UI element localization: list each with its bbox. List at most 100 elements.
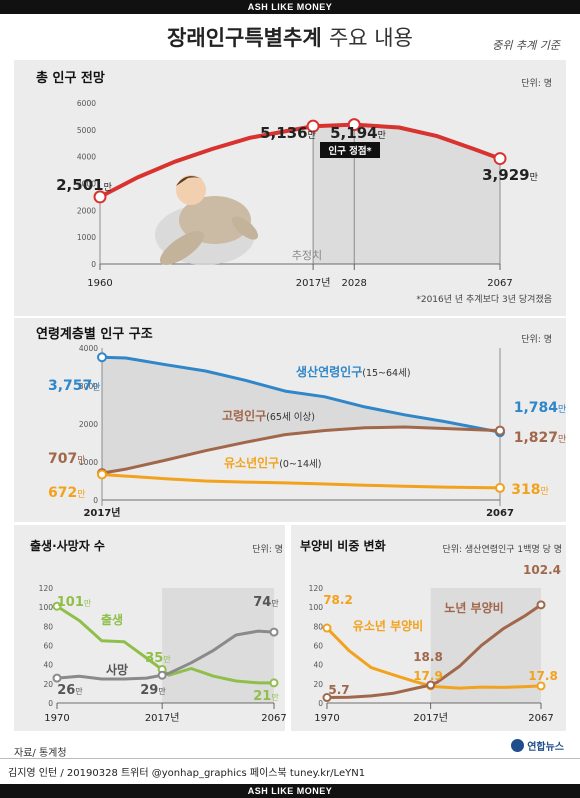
total-point-1960: [93, 190, 107, 204]
total-ytick-2000: 2000: [77, 206, 96, 215]
births-point-birth-0: [52, 601, 62, 611]
dep-point-youth-2: [536, 681, 546, 691]
total-xtick-2028: 2028: [341, 278, 366, 289]
dep-ytick-60: 60: [313, 642, 323, 651]
births-title: 출생·사망자 수: [30, 538, 105, 553]
births-start-label-death: 26만: [57, 683, 83, 698]
age-end-youth: [495, 482, 505, 493]
age-line-elderly: [100, 425, 502, 475]
peak-label: 인구 정점*: [328, 145, 371, 157]
baby-hair: [176, 176, 204, 186]
baby-head: [176, 175, 206, 205]
dep-end-label-elderly: 102.4: [523, 563, 561, 577]
births-xtick-2017: 2017년: [145, 712, 180, 724]
births-unit: 단위: 명: [252, 544, 283, 555]
age-xtick-2017: 2017년: [83, 506, 120, 519]
age-start-label-elderly: 707만: [48, 451, 86, 467]
age-ytick-2000: 2000: [79, 420, 98, 429]
source: 자료/ 통계청: [14, 748, 67, 759]
births-point-death-2: [269, 627, 279, 637]
dep-mid-label-elderly: 18.8: [413, 650, 443, 664]
dep-point-elderly-0: [322, 693, 332, 703]
logo-icon: [511, 739, 525, 752]
age-name-elderly: 고령인구(65세 이상): [222, 408, 315, 423]
logo: 연합뉴스: [511, 738, 564, 753]
total-ytick-4000: 4000: [77, 153, 96, 162]
dep-point-youth-0: [322, 623, 332, 633]
births-name-birth: 출생: [101, 612, 123, 627]
title: 장래인구특별추계 주요 내용: [0, 22, 580, 52]
total-xtick-1960: 1960: [87, 278, 112, 289]
dep-ytick-0: 0: [318, 699, 323, 708]
dep-projection-area: [430, 588, 541, 703]
title-main: 장래인구특별추계: [167, 26, 322, 50]
dep-ytick-20: 20: [313, 680, 323, 689]
dep-point-elderly-2: [536, 600, 546, 610]
total-unit: 단위: 명: [521, 78, 552, 89]
logo-text: 연합뉴스: [527, 742, 564, 753]
total-ytick-5000: 5000: [77, 126, 96, 135]
births-start-label-birth: 101만: [57, 595, 92, 610]
footer-divider: [0, 758, 580, 759]
births-point-death-0: [52, 673, 62, 683]
age-end-label-working: 1,784만: [514, 400, 567, 416]
total-point-2028: [347, 118, 361, 132]
bottom-watermark: ASH LIKE MONEY: [0, 784, 580, 798]
births-point-birth-2: [269, 678, 279, 688]
age-unit: 단위: 명: [521, 334, 552, 345]
births-ytick-120: 120: [39, 584, 54, 593]
dep-name-elderly: 노년 부양비: [444, 600, 503, 615]
dep-start-label-elderly: 5.7: [328, 683, 349, 697]
age-xtick-2067: 2067: [486, 508, 514, 519]
title-sub: 주요 내용: [328, 26, 413, 50]
basis-note: 중위 추계 기준: [492, 39, 560, 52]
total-title: 총 인구 전망: [36, 70, 105, 86]
baby-legs: [159, 230, 205, 266]
births-mid-label-death: 29만: [140, 683, 166, 698]
dep-xtick-2067: 2067: [528, 713, 553, 724]
age-end-label-elderly: 1,827만: [514, 430, 567, 446]
total-ytick-1000: 1000: [77, 233, 96, 242]
projection-label: 추정치: [292, 249, 322, 262]
age-start-youth: [97, 469, 107, 480]
total-projection-area: [313, 124, 500, 264]
age-ytick-1000: 1000: [79, 458, 98, 467]
births-ytick-20: 20: [43, 680, 53, 689]
total-label-2017: 5,136만: [260, 124, 316, 142]
births-ytick-60: 60: [43, 642, 53, 651]
age-name-working: 생산연령인구(15~64세): [296, 364, 411, 379]
dep-xtick-2017: 2017년: [413, 712, 448, 724]
total-point-2067: [493, 152, 507, 166]
total-xtick-2017: 2017년: [296, 277, 331, 289]
births-name-death: 사망: [106, 662, 128, 677]
dep-end-label-youth: 17.8: [528, 669, 558, 683]
baby-arm: [231, 216, 259, 240]
age-ytick-3000: 3000: [79, 382, 98, 391]
total-point-2017: [306, 119, 320, 133]
total-label-1960: 2,501만: [56, 176, 112, 194]
dep-xtick-1970: 1970: [314, 713, 339, 724]
dep-unit: 단위: 생산연령인구 1백명 당 명: [442, 543, 562, 555]
age-end-elderly: [495, 425, 505, 436]
dep-ytick-120: 120: [309, 584, 324, 593]
peak-box: [320, 142, 380, 158]
dep-ytick-80: 80: [313, 622, 323, 631]
births-mid-label-birth: 35만: [145, 651, 171, 666]
births-ytick-0: 0: [48, 699, 53, 708]
top-watermark: ASH LIKE MONEY: [0, 0, 580, 14]
baby-illustration: [155, 175, 259, 266]
age-start-working: [97, 352, 107, 363]
births-point-death-1: [157, 670, 167, 680]
dep-mid-label-youth: 17.9: [413, 669, 443, 683]
credit: 김지영 인턴 / 20190328 트위터 @yonhap_graphics 페…: [8, 768, 366, 779]
births-xtick-1970: 1970: [44, 713, 69, 724]
total-label-2028: 5,194만: [330, 124, 386, 142]
age-end-label-youth: 318만: [511, 482, 549, 498]
births-end-label-birth: 21만: [253, 689, 279, 704]
age-line-working: [100, 355, 502, 434]
total-xtick-2067: 2067: [487, 278, 512, 289]
dep-ytick-40: 40: [313, 661, 323, 670]
total-ytick-6000: 6000: [77, 99, 96, 108]
total-ytick-0: 0: [91, 260, 96, 269]
age-title: 연령계층별 인구 구조: [36, 326, 153, 342]
